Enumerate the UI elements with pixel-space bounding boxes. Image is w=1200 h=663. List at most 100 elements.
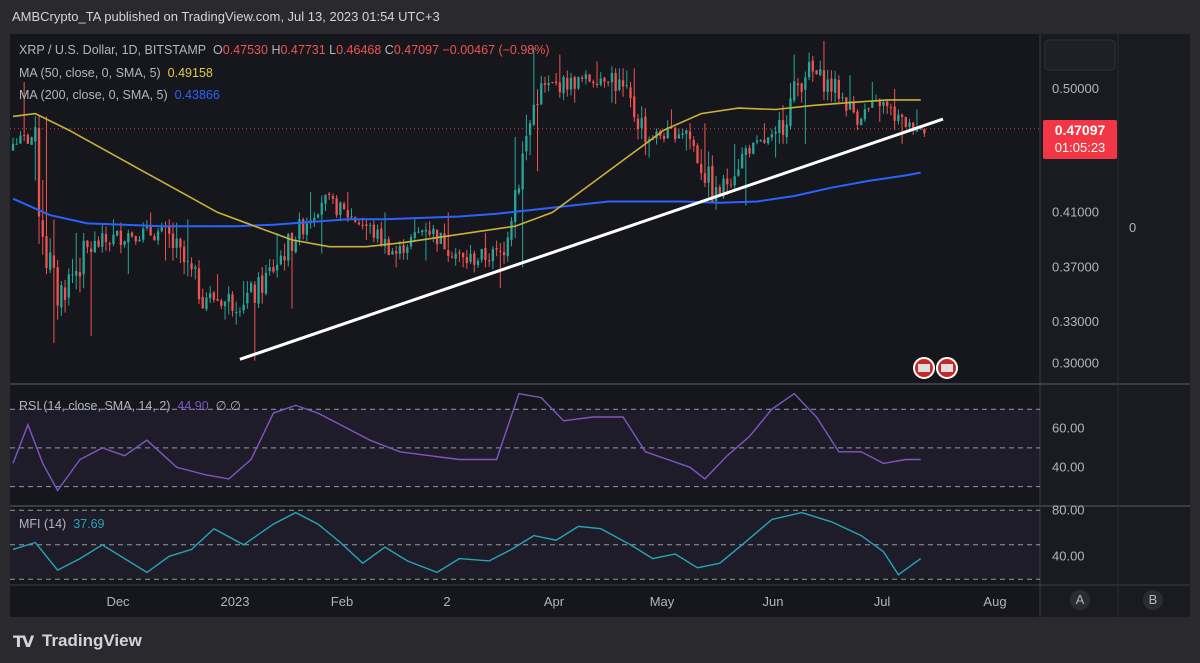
candle-body[interactable]: [45, 236, 48, 268]
candle-body[interactable]: [361, 224, 364, 226]
candle-body[interactable]: [402, 245, 405, 253]
candle-body[interactable]: [547, 83, 550, 86]
candle-body[interactable]: [49, 252, 52, 270]
candle-body[interactable]: [815, 70, 818, 75]
candle-body[interactable]: [320, 202, 323, 215]
candle-body[interactable]: [581, 77, 584, 79]
candle-body[interactable]: [465, 257, 468, 264]
candle-body[interactable]: [342, 203, 346, 209]
chart-canvas[interactable]: A B 0 0.50000 0.41000 0.37000 0.33000 0.3000…: [10, 34, 1190, 617]
candle-body[interactable]: [78, 272, 82, 277]
candle-body[interactable]: [517, 188, 521, 193]
candle-body[interactable]: [469, 253, 472, 262]
candle-body[interactable]: [644, 116, 647, 143]
candle-body[interactable]: [502, 251, 506, 256]
ma50-legend[interactable]: MA (50, close, 0, SMA, 5) 0.49158: [19, 66, 213, 80]
candle-body[interactable]: [450, 256, 454, 258]
candle-body[interactable]: [592, 81, 595, 84]
candle-body[interactable]: [796, 83, 800, 86]
candle-body[interactable]: [179, 238, 182, 248]
candle-body[interactable]: [919, 128, 922, 130]
candle-body[interactable]: [357, 222, 361, 225]
candle-body[interactable]: [897, 114, 900, 121]
candle-body[interactable]: [60, 285, 63, 308]
chart-frame[interactable]: A B 0 0.50000 0.41000 0.37000 0.33000 0.3000…: [10, 34, 1190, 617]
candle-body[interactable]: [495, 248, 498, 250]
scale-button-b-bg[interactable]: [1143, 590, 1163, 610]
candle-body[interactable]: [860, 118, 863, 126]
candle-body[interactable]: [23, 135, 26, 137]
candle-body[interactable]: [915, 129, 919, 132]
candle-body[interactable]: [603, 77, 606, 82]
candle-body[interactable]: [283, 256, 286, 261]
candle-body[interactable]: [889, 107, 893, 109]
candle-body[interactable]: [368, 224, 372, 226]
candle-body[interactable]: [711, 165, 714, 202]
candle-body[interactable]: [52, 255, 56, 268]
candle-body[interactable]: [506, 237, 509, 257]
candle-body[interactable]: [800, 83, 803, 92]
candle-body[interactable]: [484, 248, 487, 260]
candle-body[interactable]: [75, 270, 78, 276]
candle-body[interactable]: [822, 70, 826, 92]
candle-body[interactable]: [461, 252, 465, 258]
candle-body[interactable]: [525, 135, 528, 152]
mfi-legend[interactable]: MFI (14) 37.69: [19, 517, 104, 531]
candle-body[interactable]: [830, 78, 833, 92]
candle-body[interactable]: [272, 267, 275, 272]
candle-body[interactable]: [610, 73, 614, 83]
candle-body[interactable]: [826, 79, 829, 93]
candle-body[interactable]: [443, 233, 446, 250]
candle-body[interactable]: [696, 145, 699, 164]
candle-body[interactable]: [573, 77, 576, 89]
candle-body[interactable]: [142, 228, 145, 240]
candle-body[interactable]: [160, 226, 163, 232]
candle-body[interactable]: [41, 220, 44, 237]
candle-body[interactable]: [264, 272, 268, 294]
candle-body[interactable]: [543, 83, 547, 85]
candle-body[interactable]: [651, 139, 654, 141]
candle-body[interactable]: [417, 231, 420, 233]
candle-body[interactable]: [718, 187, 721, 196]
candle-body[interactable]: [748, 147, 751, 154]
candle-body[interactable]: [89, 248, 93, 252]
candle-body[interactable]: [729, 184, 733, 186]
candle-body[interactable]: [290, 232, 294, 251]
candle-body[interactable]: [145, 225, 149, 229]
candle-body[interactable]: [11, 143, 15, 151]
candle-body[interactable]: [833, 79, 837, 93]
candle-body[interactable]: [432, 228, 435, 235]
candle-body[interactable]: [261, 275, 264, 293]
candle-body[interactable]: [744, 148, 747, 156]
candle-body[interactable]: [101, 233, 104, 247]
candle-body[interactable]: [837, 79, 840, 99]
candle-body[interactable]: [514, 190, 517, 222]
candle-body[interactable]: [584, 74, 588, 79]
candle-body[interactable]: [633, 96, 636, 118]
candle-body[interactable]: [82, 240, 85, 275]
candle-body[interactable]: [763, 139, 766, 143]
candle-body[interactable]: [781, 120, 785, 135]
candle-body[interactable]: [900, 114, 904, 117]
candle-body[interactable]: [406, 247, 409, 254]
candle-body[interactable]: [607, 81, 610, 83]
candle-body[interactable]: [692, 140, 695, 146]
candle-body[interactable]: [554, 81, 558, 84]
candle-body[interactable]: [372, 224, 375, 238]
candle-body[interactable]: [387, 239, 390, 256]
main-legend[interactable]: XRP / U.S. Dollar, 1D, BITSTAMP O0.47530…: [19, 43, 550, 57]
price-pane[interactable]: [10, 40, 1040, 361]
candle-body[interactable]: [186, 261, 189, 263]
candle-body[interactable]: [119, 230, 123, 245]
rsi-line[interactable]: [12, 392, 921, 492]
candle-body[interactable]: [242, 304, 245, 311]
candle-body[interactable]: [778, 120, 781, 133]
scale-button-a-bg[interactable]: [1070, 590, 1090, 610]
candle-body[interactable]: [785, 124, 788, 138]
candle-body[interactable]: [339, 202, 342, 215]
candle-body[interactable]: [599, 78, 602, 85]
candle-body[interactable]: [130, 232, 134, 237]
candle-body[interactable]: [26, 134, 30, 144]
candle-body[interactable]: [521, 153, 524, 190]
candle-body[interactable]: [287, 234, 290, 261]
